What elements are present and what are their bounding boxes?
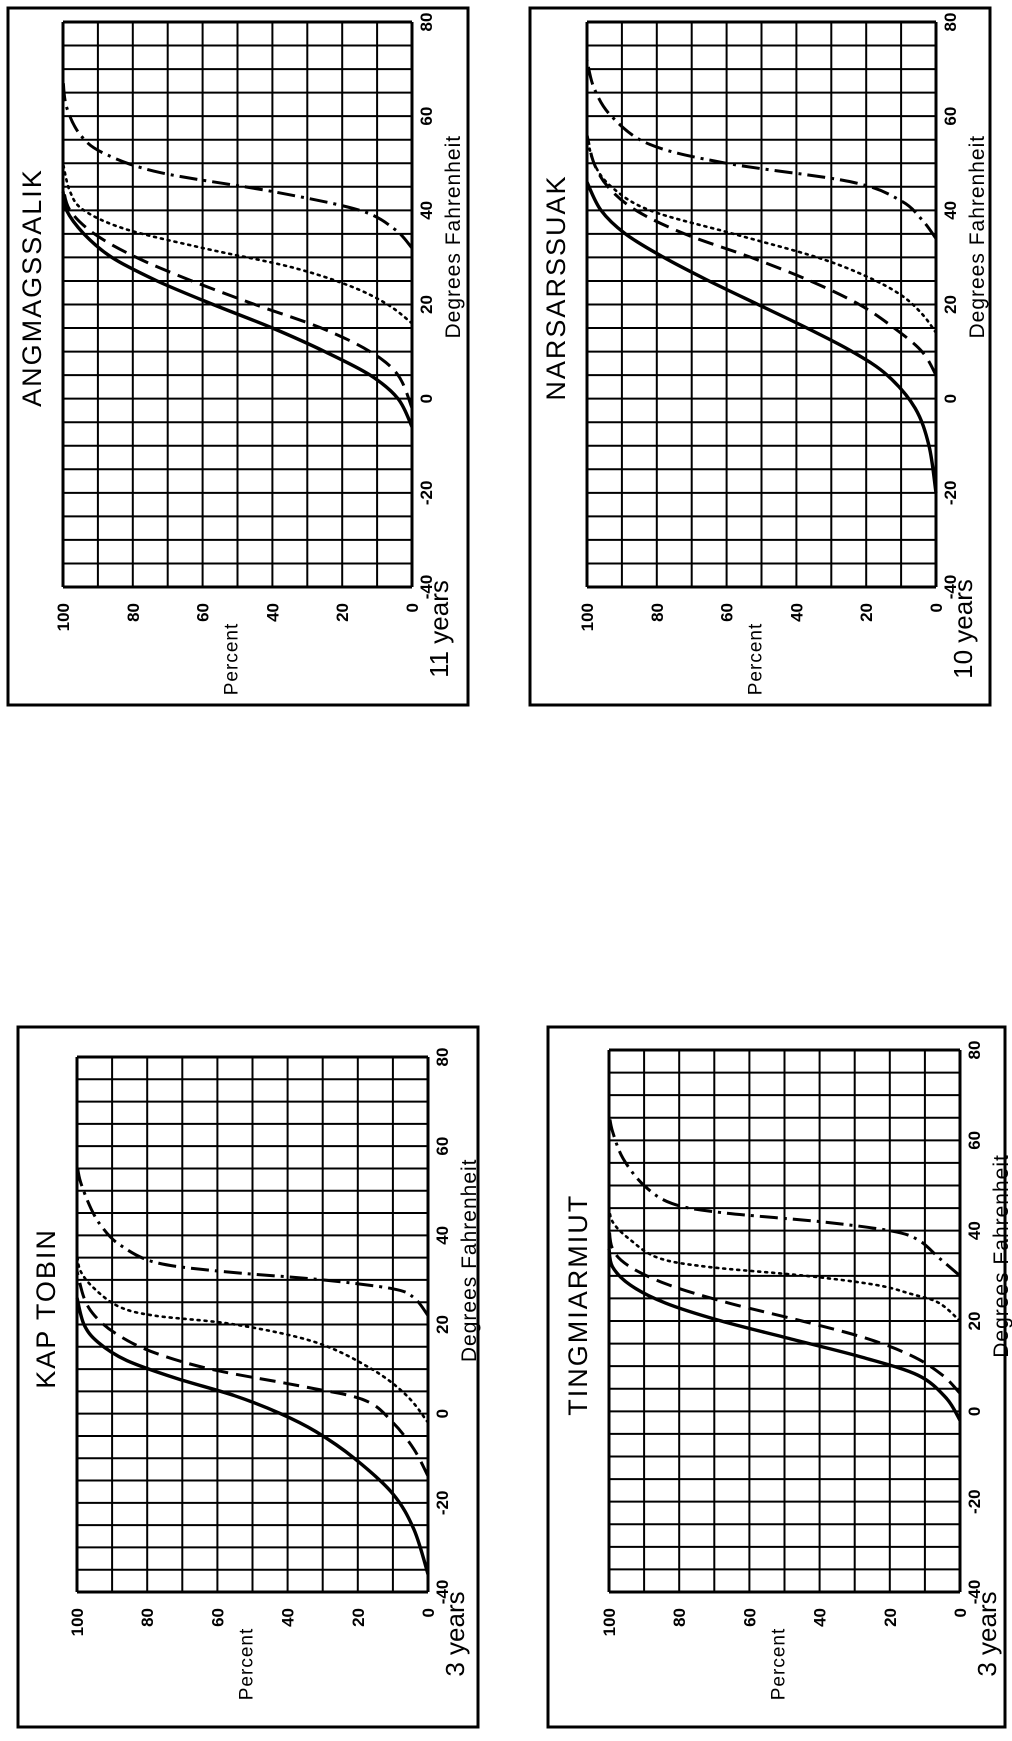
- series-line-solid: [61, 191, 414, 428]
- series-line-dotted: [61, 162, 414, 325]
- x-tick-label: 0: [433, 1409, 452, 1418]
- grid: [75, 1055, 430, 1594]
- y-tick-label: 80: [138, 1608, 157, 1627]
- x-tick-label: 20: [941, 295, 960, 314]
- x-axis-title: Degrees Fahrenheit: [442, 135, 465, 339]
- panel-frame: [546, 1025, 1007, 1729]
- y-tick-label: 0: [927, 603, 946, 612]
- y-axis-title: Percent: [237, 1628, 258, 1700]
- chart-panel-tingmiarmiut: -40 -20 0 20 40 60 80 0 20 40 60 80 100 Degrees Fahre…: [546, 1025, 1012, 1729]
- x-tick-label: -20: [941, 481, 960, 506]
- record-years-label: 11 years: [424, 580, 454, 678]
- series-line-dotted: [75, 1251, 430, 1424]
- x-tick-label: 80: [433, 1048, 452, 1067]
- panel-frame: [6, 6, 470, 707]
- y-tick-label: 100: [68, 1608, 87, 1636]
- y-axis-title: Percent: [222, 623, 243, 695]
- y-tick-label: 40: [279, 1608, 298, 1627]
- x-tick-label: 60: [433, 1137, 452, 1156]
- x-tick-label: 0: [417, 394, 436, 403]
- y-tick-label: 100: [578, 603, 597, 631]
- x-tick-label: 80: [417, 13, 436, 32]
- x-tick-label: 60: [965, 1131, 984, 1150]
- y-tick-label: 20: [857, 603, 876, 622]
- station-title: KAP TOBIN: [31, 1228, 61, 1389]
- y-tick-label: 20: [881, 1608, 900, 1627]
- grid: [61, 20, 414, 589]
- y-tick-label: 80: [124, 603, 143, 622]
- y-tick-label: 20: [333, 603, 352, 622]
- record-years-label: 3 years: [972, 1591, 1002, 1676]
- y-tick-label: 80: [670, 1608, 689, 1627]
- x-tick-label: 20: [433, 1315, 452, 1334]
- y-tick-label: 40: [263, 603, 282, 622]
- y-tick-label: 20: [349, 1608, 368, 1627]
- series-line-dotted: [607, 1202, 962, 1323]
- series-line-dashdot: [61, 78, 414, 250]
- x-tick-label: 40: [433, 1226, 452, 1245]
- x-tick-label: 40: [965, 1221, 984, 1240]
- y-tick-label: 40: [811, 1608, 830, 1627]
- x-tick-label: 0: [941, 394, 960, 403]
- y-tick-label: 0: [403, 603, 422, 612]
- x-tick-label: -20: [417, 481, 436, 506]
- y-tick-label: 60: [718, 603, 737, 622]
- y-tick-label: 100: [54, 603, 73, 631]
- series-line-dashed: [61, 186, 414, 409]
- y-tick-label: 60: [194, 603, 213, 622]
- y-tick-label: 60: [208, 1608, 227, 1627]
- station-title: ANGMAGSSALIK: [17, 168, 47, 407]
- station-title: NARSARSSUAK: [541, 175, 571, 401]
- x-tick-label: -20: [965, 1489, 984, 1514]
- x-axis-title: Degrees Fahrenheit: [458, 1158, 481, 1362]
- x-tick-label: -40: [965, 1580, 984, 1605]
- y-tick-label: 0: [419, 1608, 438, 1617]
- grid: [585, 20, 938, 589]
- x-tick-label: 20: [965, 1312, 984, 1331]
- series-line-solid: [75, 1297, 430, 1575]
- chart-panel-angmagssalik: -40 -20 0 20 40 60 80 0 20 40 60 80 100 Degrees Fahre…: [6, 6, 470, 707]
- series-line-solid: [607, 1248, 962, 1422]
- series-line-dashed: [75, 1270, 430, 1477]
- panel-frame: [16, 1025, 480, 1729]
- x-tick-label: -20: [433, 1491, 452, 1516]
- chart-panel-kap-tobin: -40 -20 0 20 40 60 80 0 20 40 60 80 100 Degrees Fahre…: [16, 1025, 481, 1729]
- x-tick-label: 20: [417, 295, 436, 314]
- series-line-dashdot: [607, 1112, 961, 1277]
- record-years-label: 10 years: [948, 579, 978, 679]
- x-tick-label: 0: [965, 1407, 984, 1416]
- x-tick-label: 40: [417, 201, 436, 220]
- y-axis-title: Percent: [769, 1628, 790, 1700]
- series-line-dashed: [607, 1221, 962, 1395]
- series-line-dashdot: [75, 1163, 430, 1317]
- y-tick-label: 40: [787, 603, 806, 622]
- x-tick-label: -40: [941, 575, 960, 600]
- record-years-label: 3 years: [440, 1591, 470, 1676]
- station-title: TINGMIARMIUT: [563, 1194, 593, 1416]
- x-tick-label: 40: [941, 201, 960, 220]
- x-axis-title: Degrees Fahrenheit: [966, 135, 989, 339]
- chart-panel-narsarssuak: -40 -20 0 20 40 60 80 0 20 40 60 80 100 Degrees Fahre…: [528, 6, 992, 707]
- x-tick-label: 60: [417, 107, 436, 126]
- x-tick-label: -40: [417, 575, 436, 600]
- x-tick-label: 80: [941, 13, 960, 32]
- x-tick-label: 80: [965, 1041, 984, 1060]
- series-line-dashdot: [585, 59, 938, 240]
- y-tick-label: 60: [740, 1608, 759, 1627]
- y-axis-title: Percent: [746, 623, 767, 695]
- grid: [607, 1048, 962, 1594]
- x-tick-label: 60: [941, 107, 960, 126]
- series-line-solid: [585, 181, 938, 494]
- y-tick-label: 100: [600, 1608, 619, 1636]
- y-tick-label: 80: [648, 603, 667, 622]
- panel-frame: [528, 6, 992, 707]
- x-axis-title: Degrees Fahrenheit: [990, 1154, 1012, 1358]
- series-line-dashed: [585, 134, 938, 376]
- x-tick-label: -40: [433, 1580, 452, 1605]
- y-tick-label: 0: [951, 1608, 970, 1617]
